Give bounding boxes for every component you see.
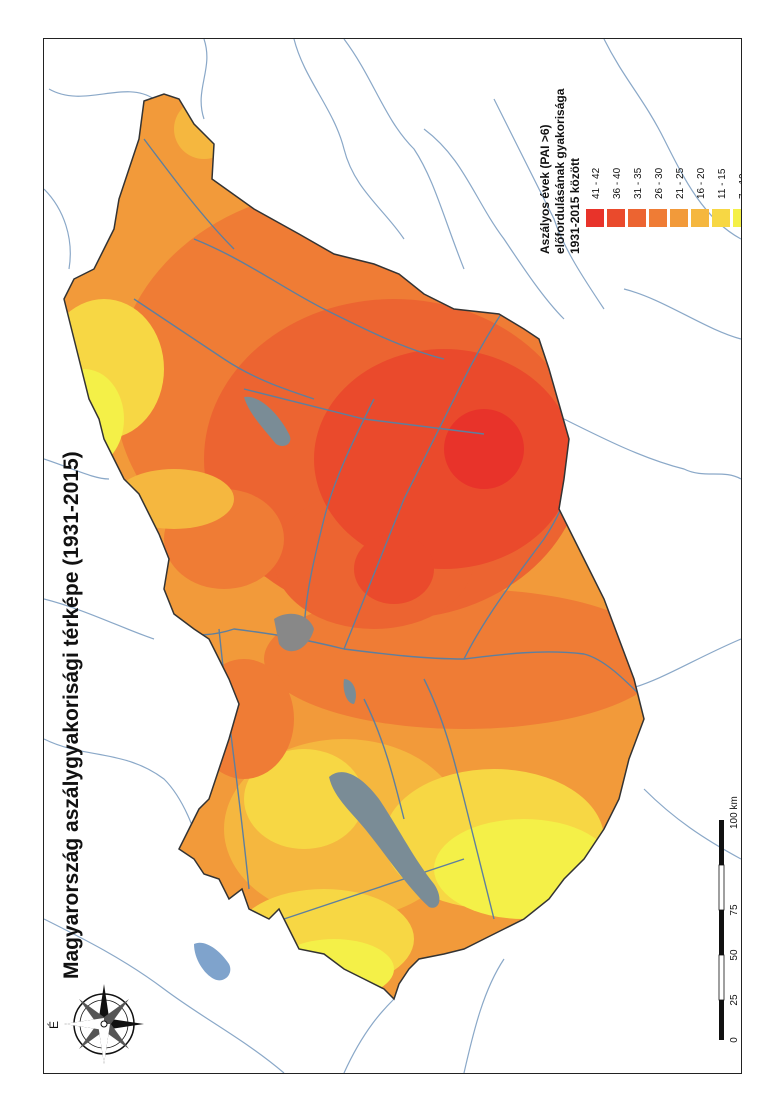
legend-swatch <box>733 209 741 227</box>
inside-rivers <box>133 138 644 920</box>
scale-tick-label: 0 <box>729 1037 740 1043</box>
scale-tick-labels: 0 25 50 75 100 km <box>729 796 740 1043</box>
legend-label: 26 - 30 <box>654 167 665 199</box>
legend-item: 7 - 10 <box>733 173 741 227</box>
scale-bar: 0 25 50 75 100 km <box>718 796 740 1043</box>
map-frame: Magyarország aszálygyakorisági térképe (… <box>43 38 742 1074</box>
scale-tick-label: 75 <box>729 904 740 916</box>
legend-item: 41 - 42 <box>586 167 604 227</box>
outside-rivers <box>44 39 741 1073</box>
legend-title-line-2: előfordulásának gyakorisága <box>553 88 567 254</box>
legend-label: 7 - 10 <box>738 173 741 199</box>
lakes <box>244 396 440 908</box>
legend-label: 31 - 35 <box>633 167 644 199</box>
legend-item: 21 - 25 <box>670 167 688 227</box>
scale-tick-label: 25 <box>729 994 740 1006</box>
map-canvas[interactable]: Magyarország aszálygyakorisági térképe (… <box>44 39 741 1073</box>
legend-swatch <box>607 209 625 227</box>
legend-title-line-1: Aszályos évek (PAI >6) <box>538 124 552 254</box>
neusiedl-lake <box>194 942 231 981</box>
legend-item: 36 - 40 <box>607 167 625 227</box>
legend-title-line-3: 1931-2015 között <box>568 158 582 254</box>
legend-swatch <box>712 209 730 227</box>
north-label: É <box>46 1021 61 1029</box>
compass-rose-icon <box>64 984 144 1064</box>
map-title: Magyarország aszálygyakorisági térképe (… <box>60 451 83 979</box>
legend-swatch <box>628 209 646 227</box>
legend-item: 11 - 15 <box>712 168 730 227</box>
legend-label: 41 - 42 <box>591 167 602 199</box>
legend-label: 36 - 40 <box>612 167 623 199</box>
legend-label: 11 - 15 <box>717 168 728 199</box>
scale-tick-label: 100 km <box>729 796 740 829</box>
legend-swatch <box>670 209 688 227</box>
legend-items: 41 - 42 36 - 40 31 - 35 26 - 30 21 - 25 16 - … <box>586 167 741 227</box>
legend-label: 16 - 20 <box>696 167 707 199</box>
legend-item: 26 - 30 <box>649 167 667 227</box>
legend-item: 16 - 20 <box>691 167 709 227</box>
legend-label: 21 - 25 <box>675 167 686 199</box>
scale-tick-label: 50 <box>729 949 740 961</box>
legend: Aszályos évek (PAI >6) előfordulásának g… <box>538 88 741 254</box>
legend-swatch <box>691 209 709 227</box>
legend-item: 31 - 35 <box>628 167 646 227</box>
legend-swatch <box>649 209 667 227</box>
legend-swatch <box>586 209 604 227</box>
